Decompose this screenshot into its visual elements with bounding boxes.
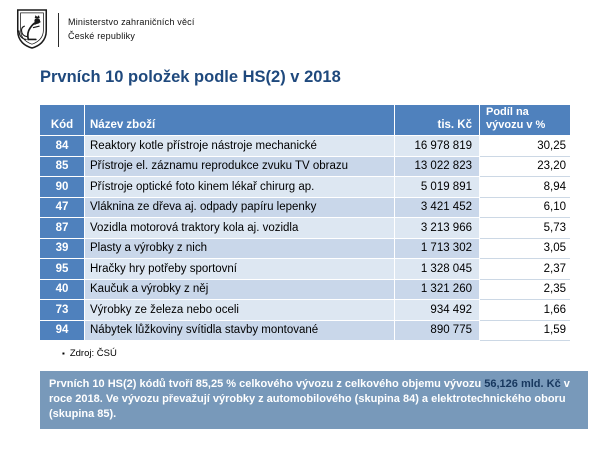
code-cell: 87 bbox=[40, 218, 85, 239]
hs2-table: Kód Název zboží tis. Kč Podíl na vývozu … bbox=[40, 105, 570, 341]
share-cell: 1,66 bbox=[480, 300, 570, 321]
ministry-name-line1: Ministerstvo zahraničních věcí bbox=[68, 16, 195, 27]
share-cell: 6,10 bbox=[480, 197, 570, 218]
table-row: 40 Kaučuk a výrobky z něj 1 321 260 2,35 bbox=[40, 279, 570, 300]
name-cell: Přístroje el. záznamu reprodukce zvuku T… bbox=[85, 156, 395, 177]
share-cell: 5,73 bbox=[480, 218, 570, 239]
name-cell: Přístroje optické foto kinem lékař chiru… bbox=[85, 177, 395, 198]
header-divider bbox=[58, 12, 59, 47]
callout-segment: 56,126 mld. Kč bbox=[484, 378, 561, 390]
value-cell: 1 328 045 bbox=[395, 259, 480, 280]
name-cell: Reaktory kotle přístroje nástroje mechan… bbox=[85, 136, 395, 157]
value-cell: 13 022 823 bbox=[395, 156, 480, 177]
value-cell: 3 421 452 bbox=[395, 197, 480, 218]
code-cell: 84 bbox=[40, 136, 85, 157]
table-row: 47 Vláknina ze dřeva aj. odpady papíru l… bbox=[40, 197, 570, 218]
ministry-name-line2: České republiky bbox=[68, 30, 136, 41]
value-cell: 1 713 302 bbox=[395, 238, 480, 259]
name-cell: Plasty a výrobky z nich bbox=[85, 238, 395, 259]
table-row: 85 Přístroje el. záznamu reprodukce zvuk… bbox=[40, 156, 570, 177]
code-cell: 47 bbox=[40, 197, 85, 218]
column-header-code: Kód bbox=[40, 105, 85, 136]
value-cell: 16 978 819 bbox=[395, 136, 480, 157]
ministry-name: Ministerstvo zahraničních věcí České rep… bbox=[68, 15, 195, 43]
column-header-name: Název zboží bbox=[85, 105, 395, 136]
share-cell: 1,59 bbox=[480, 320, 570, 341]
name-cell: Vozidla motorová traktory kola aj. vozid… bbox=[85, 218, 395, 239]
source-note: Zdroj: ČSÚ bbox=[62, 348, 609, 359]
czech-coat-of-arms-icon bbox=[16, 8, 48, 49]
name-cell: Kaučuk a výrobky z něj bbox=[85, 279, 395, 300]
code-cell: 95 bbox=[40, 259, 85, 280]
table-row: 94 Nábytek lůžkoviny svítidla stavby mon… bbox=[40, 320, 570, 341]
name-cell: Výrobky ze železa nebo oceli bbox=[85, 300, 395, 321]
share-cell: 2,35 bbox=[480, 279, 570, 300]
ministry-header: Ministerstvo zahraničních věcí České rep… bbox=[0, 0, 609, 49]
column-header-value: tis. Kč bbox=[395, 105, 480, 136]
share-cell: 30,25 bbox=[480, 136, 570, 157]
code-cell: 73 bbox=[40, 300, 85, 321]
table-row: 95 Hračky hry potřeby sportovní 1 328 04… bbox=[40, 259, 570, 280]
table-row: 87 Vozidla motorová traktory kola aj. vo… bbox=[40, 218, 570, 239]
table-row: 90 Přístroje optické foto kinem lékař ch… bbox=[40, 177, 570, 198]
share-cell: 8,94 bbox=[480, 177, 570, 198]
value-cell: 5 019 891 bbox=[395, 177, 480, 198]
code-cell: 40 bbox=[40, 279, 85, 300]
value-cell: 1 321 260 bbox=[395, 279, 480, 300]
table-header-row: Kód Název zboží tis. Kč Podíl na vývozu … bbox=[40, 105, 570, 136]
name-cell: Hračky hry potřeby sportovní bbox=[85, 259, 395, 280]
table-row: 39 Plasty a výrobky z nich 1 713 302 3,0… bbox=[40, 238, 570, 259]
value-cell: 890 775 bbox=[395, 320, 480, 341]
code-cell: 94 bbox=[40, 320, 85, 341]
table-row: 84 Reaktory kotle přístroje nástroje mec… bbox=[40, 136, 570, 157]
name-cell: Vláknina ze dřeva aj. odpady papíru lepe… bbox=[85, 197, 395, 218]
share-cell: 2,37 bbox=[480, 259, 570, 280]
table-body: 84 Reaktory kotle přístroje nástroje mec… bbox=[40, 136, 570, 341]
callout-segment: v roce 2018. Ve vývozu převažují výrobky… bbox=[49, 378, 570, 420]
code-cell: 39 bbox=[40, 238, 85, 259]
callout-segment: Prvních 10 HS(2) kódů tvoří 85,25 % celk… bbox=[49, 378, 485, 390]
value-cell: 934 492 bbox=[395, 300, 480, 321]
code-cell: 85 bbox=[40, 156, 85, 177]
share-cell: 23,20 bbox=[480, 156, 570, 177]
table-row: 73 Výrobky ze železa nebo oceli 934 492 … bbox=[40, 300, 570, 321]
summary-callout: Prvních 10 HS(2) kódů tvoří 85,25 % celk… bbox=[40, 371, 588, 429]
share-cell: 3,05 bbox=[480, 238, 570, 259]
value-cell: 3 213 966 bbox=[395, 218, 480, 239]
page-title: Prvních 10 položek podle HS(2) v 2018 bbox=[40, 68, 341, 86]
column-header-share: Podíl na vývozu v % bbox=[480, 105, 570, 136]
code-cell: 90 bbox=[40, 177, 85, 198]
name-cell: Nábytek lůžkoviny svítidla stavby montov… bbox=[85, 320, 395, 341]
bullet-icon bbox=[62, 348, 65, 359]
source-label: Zdroj: ČSÚ bbox=[69, 348, 117, 359]
